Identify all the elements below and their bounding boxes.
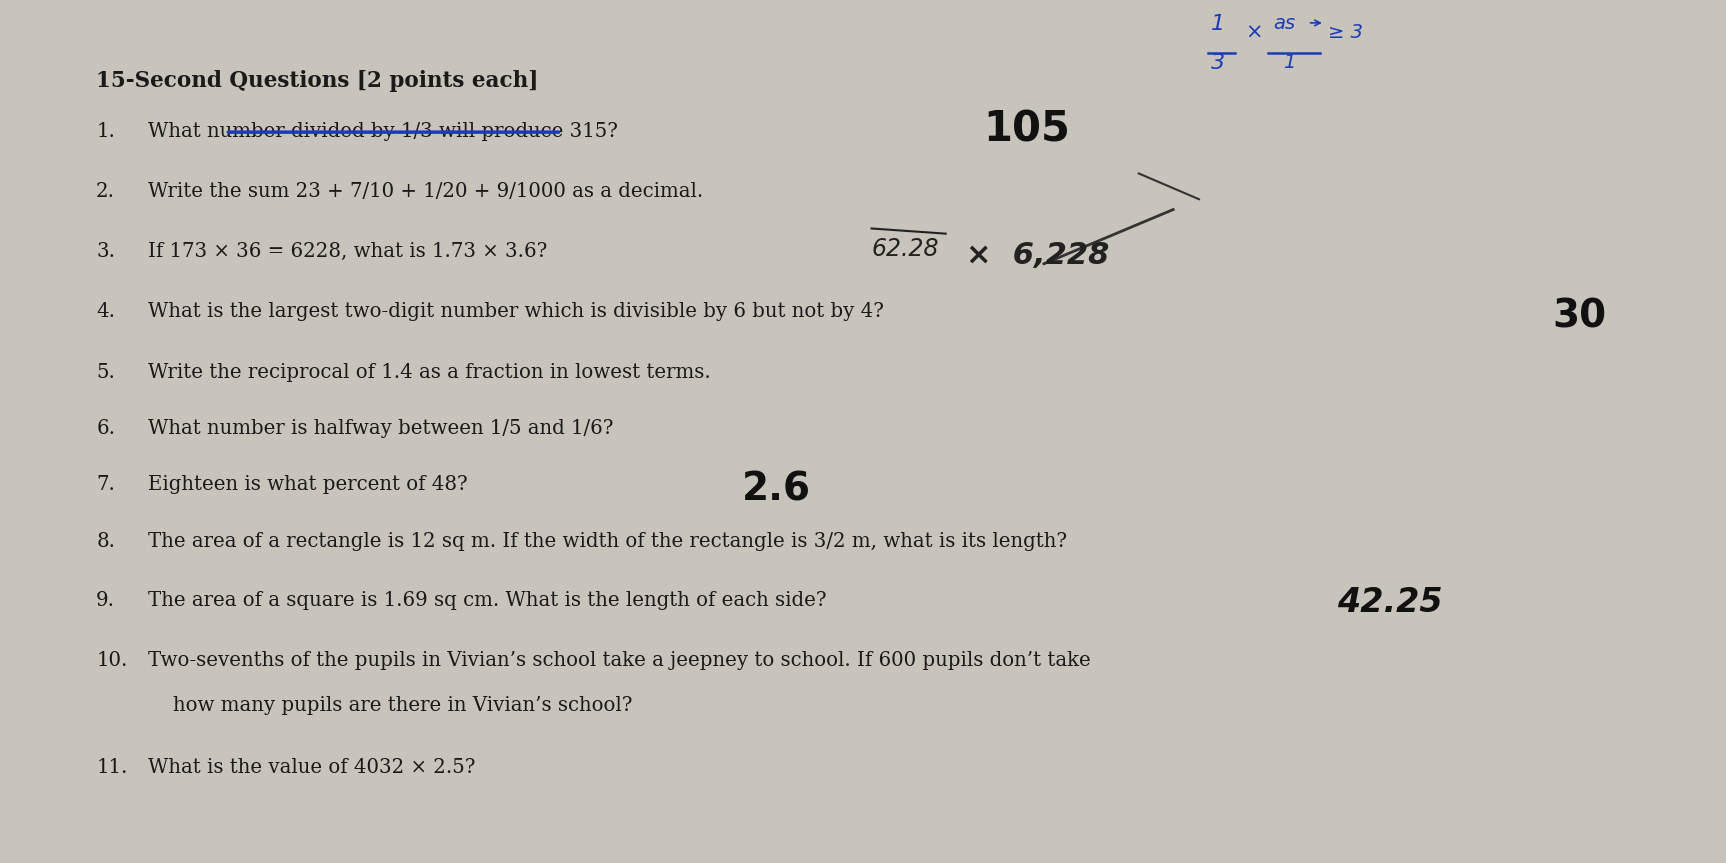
- Text: ×  6,228: × 6,228: [967, 241, 1110, 269]
- Text: 30: 30: [1552, 298, 1607, 336]
- Text: The area of a rectangle is 12 sq m. If the width of the rectangle is 3/2 m, what: The area of a rectangle is 12 sq m. If t…: [148, 532, 1067, 551]
- Text: 8.: 8.: [97, 532, 116, 551]
- Text: 7.: 7.: [97, 475, 116, 494]
- Text: as: as: [1274, 15, 1294, 34]
- Text: 10.: 10.: [97, 651, 128, 670]
- Text: Write the reciprocal of 1.4 as a fraction in lowest terms.: Write the reciprocal of 1.4 as a fractio…: [148, 362, 711, 381]
- Text: 11.: 11.: [97, 759, 128, 778]
- Text: 62.28: 62.28: [872, 237, 939, 261]
- Text: What is the value of 4032 × 2.5?: What is the value of 4032 × 2.5?: [148, 759, 475, 778]
- Text: 3.: 3.: [97, 243, 116, 261]
- Text: If 173 × 36 = 6228, what is 1.73 × 3.6?: If 173 × 36 = 6228, what is 1.73 × 3.6?: [148, 243, 547, 261]
- Text: how many pupils are there in Vivian’s school?: how many pupils are there in Vivian’s sc…: [148, 696, 632, 715]
- Text: What number is halfway between 1/5 and 1/6?: What number is halfway between 1/5 and 1…: [148, 419, 613, 438]
- Text: The area of a square is 1.69 sq cm. What is the length of each side?: The area of a square is 1.69 sq cm. What…: [148, 590, 827, 609]
- Text: 105: 105: [984, 108, 1070, 150]
- Text: What number divided by 1/3 will produce 315?: What number divided by 1/3 will produce …: [148, 122, 618, 141]
- Text: ×: ×: [1246, 23, 1263, 43]
- Text: Write the sum 23 + 7/10 + 1/20 + 9/1000 as a decimal.: Write the sum 23 + 7/10 + 1/20 + 9/1000 …: [148, 182, 702, 201]
- Text: ≥ 3: ≥ 3: [1329, 23, 1364, 42]
- Text: 42.25: 42.25: [1338, 586, 1443, 620]
- Text: 2.: 2.: [97, 182, 116, 201]
- Text: 9.: 9.: [97, 590, 116, 609]
- Text: Two-sevenths of the pupils in Vivian’s school take a jeepney to school. If 600 p: Two-sevenths of the pupils in Vivian’s s…: [148, 651, 1091, 670]
- Text: 1.: 1.: [97, 122, 116, 141]
- Text: 2.6: 2.6: [742, 470, 811, 508]
- Text: 6.: 6.: [97, 419, 116, 438]
- Text: 4.: 4.: [97, 302, 116, 321]
- Text: Eighteen is what percent of 48?: Eighteen is what percent of 48?: [148, 475, 468, 494]
- Text: What is the largest two-digit number which is divisible by 6 but not by 4?: What is the largest two-digit number whi…: [148, 302, 884, 321]
- Text: 15-Second Questions [2 points each]: 15-Second Questions [2 points each]: [97, 70, 539, 92]
- Text: 3: 3: [1212, 53, 1225, 73]
- Text: 1: 1: [1212, 15, 1225, 35]
- Text: 1: 1: [1284, 53, 1296, 72]
- Text: 5.: 5.: [97, 362, 116, 381]
